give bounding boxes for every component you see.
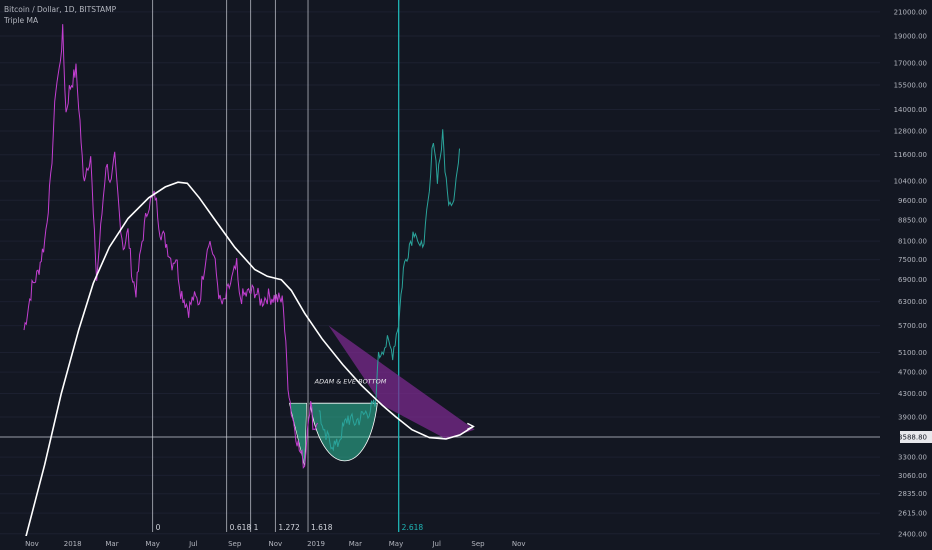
current-price-badge bbox=[900, 431, 932, 443]
fib-time-zones: 0 0.618 1 1.272 1.618 2.618 bbox=[152, 0, 424, 532]
price-line-pink bbox=[23, 24, 319, 469]
price-tick-label: 8100.00 bbox=[898, 238, 927, 246]
price-tick-label: 11600.00 bbox=[894, 151, 927, 159]
price-axis[interactable]: 21000.00 19000.00 17000.00 15500.00 14000.00… bbox=[880, 0, 932, 550]
price-tick-label: 7500.00 bbox=[898, 256, 927, 264]
chart-legend: Bitcoin / Dollar, 1D, BITSTAMP Triple MA bbox=[4, 4, 116, 26]
time-tick-label: Mar bbox=[349, 540, 362, 548]
price-tick-label: 3060.00 bbox=[898, 472, 927, 480]
time-tick-label: Nov bbox=[269, 540, 283, 548]
price-tick-label: 10400.00 bbox=[894, 178, 927, 186]
price-tick-label: 9600.00 bbox=[898, 197, 927, 205]
annotations: ADAM & EVE BOTTOM bbox=[314, 378, 387, 386]
price-tick-label: 21000.00 bbox=[894, 8, 927, 16]
price-tick-label: 3300.00 bbox=[898, 454, 927, 462]
pattern-drawings bbox=[288, 325, 475, 467]
time-tick-label: Nov bbox=[512, 540, 526, 548]
price-tick-label: 15500.00 bbox=[894, 81, 927, 89]
time-tick-label: Jul bbox=[431, 540, 441, 548]
fib-time-label: 0 bbox=[156, 523, 161, 532]
fib-time-label: 1 bbox=[254, 523, 259, 532]
price-line-teal bbox=[318, 129, 460, 452]
price-tick-label: 3900.00 bbox=[898, 413, 927, 421]
fib-time-label: 1.272 bbox=[278, 523, 300, 532]
time-tick-label: Mar bbox=[105, 540, 118, 548]
time-tick-label: Sep bbox=[471, 540, 485, 548]
symbol-title[interactable]: Bitcoin / Dollar, 1D, BITSTAMP bbox=[4, 5, 117, 14]
price-axis-panel bbox=[880, 0, 932, 550]
horizontal-gridlines bbox=[0, 11, 880, 535]
price-series bbox=[23, 24, 460, 469]
fib-time-label: 2.618 bbox=[402, 523, 424, 532]
price-tick-label: 4700.00 bbox=[898, 369, 927, 377]
price-tick-label: 2835.00 bbox=[898, 490, 927, 498]
adam-bottom bbox=[288, 402, 307, 467]
time-tick-label: May bbox=[389, 540, 403, 548]
price-tick-label: 5100.00 bbox=[898, 349, 927, 357]
price-tick-label: 8850.00 bbox=[898, 216, 927, 224]
ma-line bbox=[23, 181, 474, 545]
moving-average bbox=[23, 181, 475, 545]
indicator-title[interactable]: Triple MA bbox=[4, 16, 39, 25]
price-tick-label: 6900.00 bbox=[898, 276, 927, 284]
price-tick-label: 12800.00 bbox=[894, 128, 927, 136]
price-tick-label: 19000.00 bbox=[894, 33, 927, 41]
fib-time-label: 1.618 bbox=[311, 523, 333, 532]
pattern-annotation: ADAM & EVE BOTTOM bbox=[314, 378, 387, 386]
time-tick-label: Jul bbox=[188, 540, 198, 548]
time-axis[interactable]: Nov 2018 Mar May Jul Sep Nov 2019 Mar May Jul Sep No… bbox=[0, 536, 880, 550]
price-tick-label: 2400.00 bbox=[898, 530, 927, 538]
time-tick-label: 2018 bbox=[64, 540, 82, 548]
current-price-label: 3588.80 bbox=[898, 434, 927, 442]
price-tick-label: 2615.00 bbox=[898, 510, 927, 518]
time-axis-panel bbox=[0, 536, 880, 550]
price-tick-label: 6300.00 bbox=[898, 298, 927, 306]
price-tick-label: 17000.00 bbox=[894, 59, 927, 67]
ma-arrowhead bbox=[467, 422, 475, 431]
falling-wedge bbox=[328, 325, 475, 439]
price-tick-label: 14000.00 bbox=[894, 106, 927, 114]
time-tick-label: Sep bbox=[228, 540, 242, 548]
fib-time-label: 0.618 bbox=[230, 523, 252, 532]
time-tick-label: 2019 bbox=[307, 540, 325, 548]
price-tick-label: 5700.00 bbox=[898, 322, 927, 330]
time-tick-label: Nov bbox=[25, 540, 39, 548]
time-tick-label: May bbox=[145, 540, 159, 548]
price-tick-label: 4300.00 bbox=[898, 390, 927, 398]
